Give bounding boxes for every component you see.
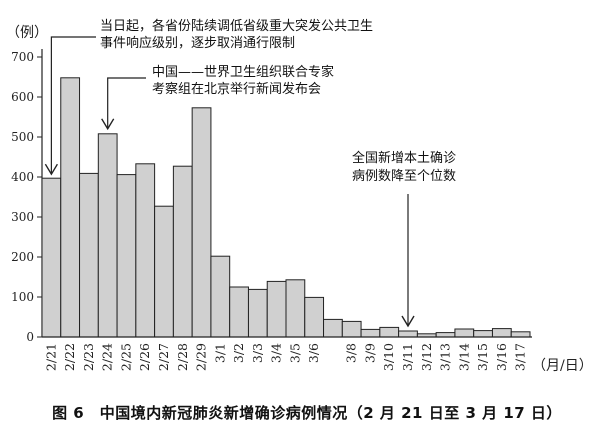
y-tick-label: 300: [11, 210, 34, 224]
annotation-1-text-line-2: 事件响应级别，逐步取消通行限制: [100, 35, 295, 51]
bar-3-11: [398, 330, 418, 338]
x-tick-label: 3/17: [513, 343, 528, 371]
bar-2-22: [60, 77, 81, 338]
bar-3-7: [323, 318, 343, 338]
bar-2-25: [116, 174, 137, 338]
x-tick-label: 3/11: [400, 343, 415, 371]
x-axis-unit-label: （月/日）: [532, 358, 593, 374]
bar-3-10: [379, 326, 400, 338]
x-tick-label: 3/5: [287, 343, 302, 363]
x-tick-label: 3/4: [269, 343, 284, 363]
bar-3-9: [360, 328, 381, 338]
x-tick-label: 2/21: [43, 343, 58, 371]
x-tick-label: 3/12: [419, 343, 434, 371]
figure-caption: 图 6 中国境内新冠肺炎新增确诊病例情况（2 月 21 日至 3 月 17 日）: [52, 404, 562, 422]
bar-3-3: [247, 288, 268, 338]
annotation-3-arrow: [401, 315, 415, 328]
x-tick-label: 2/27: [156, 343, 171, 371]
x-tick-label: 2/26: [137, 343, 152, 371]
x-tick-label: 2/29: [194, 343, 209, 371]
y-tick-label: 400: [11, 170, 34, 184]
x-tick-label: 2/24: [100, 343, 115, 371]
x-tick-label: 3/6: [306, 343, 321, 363]
x-axis: 2/21 2/22 2/23 2/24 2/25 2/26 2/27 2/28 2/29 3/1 3…: [42, 336, 593, 374]
x-tick-label: 3/13: [438, 343, 453, 371]
x-tick-label: 2/23: [81, 343, 96, 371]
bar-2-23: [79, 172, 99, 338]
annotations: 当日起，各省份陆续调低省级重大突发公共卫生事件响应级别，逐步取消通行限制中国——…: [44, 18, 456, 328]
x-tick-label: 2/22: [62, 343, 77, 371]
y-axis-unit-label: （例）: [6, 25, 48, 41]
y-tick-label: 0: [26, 330, 34, 344]
bar-3-17: [510, 331, 531, 338]
y-tick-label: 600: [11, 90, 34, 104]
annotation-1-arrow: [44, 163, 58, 176]
x-tick-label: 3/16: [494, 343, 509, 371]
bar-2-26: [135, 163, 156, 338]
bar-3-1: [210, 255, 231, 338]
annotation-3-text-line-1: 全国新增本土确诊: [352, 150, 456, 166]
x-tick-label: 3/10: [381, 343, 396, 371]
y-tick-label: 200: [11, 250, 34, 264]
x-tick-label: 3/1: [212, 343, 227, 363]
bar-2-29: [191, 107, 212, 338]
annotation-1-leader: [50, 36, 96, 175]
bar-2-28: [172, 165, 193, 338]
bar-3-15: [473, 330, 493, 338]
bar-3-2: [229, 286, 249, 338]
bar-2-27: [154, 205, 174, 338]
x-tick-label: 3/15: [475, 343, 490, 371]
x-tick-label: 3/8: [344, 343, 359, 363]
x-tick-label: 3/2: [231, 343, 246, 363]
y-tick-label: 700: [11, 50, 34, 64]
bar-3-8: [341, 320, 362, 338]
bars: [41, 77, 531, 338]
bar-2-21: [41, 177, 62, 338]
y-axis: （例） 0 100 200 300 400 500 600 700: [6, 25, 48, 344]
annotation-2-arrow: [101, 118, 115, 131]
bar-3-16: [491, 328, 512, 338]
x-tick-label: 3/3: [250, 343, 265, 363]
annotation-2-leader: [107, 77, 146, 129]
x-tick-label: 3/9: [362, 343, 377, 363]
bar-3-6: [304, 296, 325, 338]
bar-3-5: [285, 279, 306, 338]
bar-3-14: [454, 328, 475, 338]
y-tick-label: 100: [11, 290, 34, 304]
annotation-2-text-line-1: 中国——世界卫生组织联合专家: [152, 64, 334, 80]
x-tick-label: 3/14: [456, 343, 471, 371]
bar-3-13: [435, 332, 456, 338]
bar-2-24: [97, 133, 118, 338]
annotation-2-text-line-2: 考察组在北京举行新闻发布会: [152, 81, 321, 97]
y-tick-label: 500: [11, 130, 34, 144]
bar-3-4: [266, 280, 287, 338]
x-tick-label: 2/25: [118, 343, 133, 371]
annotation-3-text-line-2: 病例数降至个位数: [352, 169, 456, 184]
x-tick-label: 2/28: [175, 343, 190, 371]
annotation-1-text-line-1: 当日起，各省份陆续调低省级重大突发公共卫生: [100, 18, 373, 34]
